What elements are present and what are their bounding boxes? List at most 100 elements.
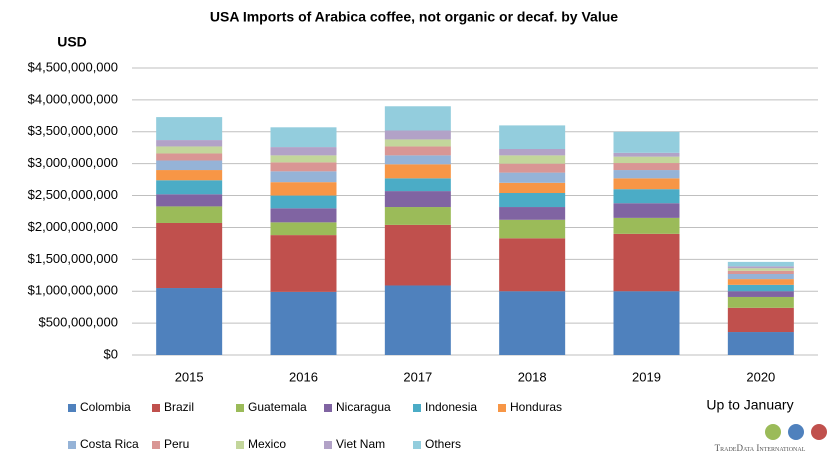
bar-segment bbox=[270, 171, 337, 183]
y-tick-label: $2,000,000,000 bbox=[28, 219, 118, 234]
x-tick-label: 2018 bbox=[518, 369, 547, 384]
legend-swatch bbox=[498, 404, 506, 412]
bar-segment bbox=[613, 163, 680, 171]
x-tick-label: 2017 bbox=[403, 369, 432, 384]
bar-segment bbox=[156, 180, 223, 195]
bar-segment bbox=[384, 139, 451, 147]
bar-segment bbox=[727, 332, 794, 355]
bar-segment bbox=[499, 155, 566, 164]
legend-label: Nicaragua bbox=[336, 400, 391, 414]
legend-label: Others bbox=[425, 437, 461, 451]
bar-segment bbox=[156, 206, 223, 223]
bar-segment bbox=[270, 235, 337, 292]
y-tick-label: $2,500,000,000 bbox=[28, 187, 118, 202]
y-tick-label: $4,500,000,000 bbox=[28, 59, 118, 74]
legend-label: Viet Nam bbox=[336, 437, 385, 451]
x-tick-label: 2020 bbox=[746, 369, 775, 384]
bar-segment bbox=[384, 191, 451, 208]
bar-segment bbox=[156, 288, 223, 355]
legend-label: Guatemala bbox=[248, 400, 307, 414]
bar-segment bbox=[156, 140, 223, 147]
bar-segment bbox=[499, 172, 566, 183]
bar-segment bbox=[384, 106, 451, 131]
bar-segment bbox=[384, 285, 451, 355]
legend-label: Indonesia bbox=[425, 400, 477, 414]
y-tick-label: $0 bbox=[104, 346, 118, 361]
bar-segment bbox=[384, 130, 451, 140]
bar-segment bbox=[613, 217, 680, 234]
bar-segment bbox=[384, 207, 451, 225]
bar-segment bbox=[270, 195, 337, 209]
legend-label: Mexico bbox=[248, 437, 286, 451]
legend-swatch bbox=[68, 441, 76, 449]
bar-segment bbox=[499, 238, 566, 292]
bar-segment bbox=[613, 203, 680, 218]
legend-label: Honduras bbox=[510, 400, 562, 414]
bar-segment bbox=[156, 160, 223, 171]
bar-segment bbox=[270, 208, 337, 223]
logo: TradeData International bbox=[715, 424, 827, 453]
y-tick-label: $1,500,000,000 bbox=[28, 251, 118, 266]
legend-swatch bbox=[413, 404, 421, 412]
bar-segment bbox=[727, 291, 794, 297]
bar-segment bbox=[156, 170, 223, 181]
bar-segment bbox=[613, 291, 680, 355]
legend-swatch bbox=[324, 404, 332, 412]
legend-label: Brazil bbox=[164, 400, 194, 414]
bar-segment bbox=[156, 222, 223, 289]
annotation: Up to January bbox=[706, 397, 793, 413]
legend-swatch bbox=[324, 441, 332, 449]
logo-globe bbox=[811, 424, 827, 440]
legend-label: Costa Rica bbox=[80, 437, 139, 451]
legend-swatch bbox=[236, 441, 244, 449]
bar-segment bbox=[270, 127, 337, 148]
x-tick-label: 2019 bbox=[632, 369, 661, 384]
bar-segment bbox=[727, 261, 794, 267]
bar-segment bbox=[613, 131, 680, 153]
bar-segment bbox=[613, 152, 680, 157]
bar-segment bbox=[613, 189, 680, 204]
legend-swatch bbox=[152, 441, 160, 449]
legend-swatch bbox=[413, 441, 421, 449]
bar-segment bbox=[727, 279, 794, 285]
y-tick-label: $500,000,000 bbox=[38, 315, 118, 330]
x-tick-label: 2016 bbox=[289, 369, 318, 384]
bar-segment bbox=[727, 268, 794, 271]
x-tick-label: 2015 bbox=[175, 369, 204, 384]
bar-segment bbox=[156, 146, 223, 154]
legend-swatch bbox=[68, 404, 76, 412]
bar-segment bbox=[727, 284, 794, 292]
bar-segment bbox=[156, 194, 223, 207]
bar-segment bbox=[156, 117, 223, 141]
bar-segment bbox=[499, 148, 566, 156]
bar-segment bbox=[499, 125, 566, 149]
y-axis-label: USD bbox=[57, 34, 87, 50]
bar-segment bbox=[727, 266, 794, 269]
bar-segment bbox=[499, 291, 566, 355]
y-tick-label: $4,000,000,000 bbox=[28, 91, 118, 106]
bar-segment bbox=[384, 164, 451, 179]
bar-segment bbox=[727, 274, 794, 280]
bar-segment bbox=[613, 170, 680, 179]
bar-segment bbox=[270, 147, 337, 156]
bar-segment bbox=[499, 193, 566, 208]
bar-segment bbox=[613, 178, 680, 190]
y-tick-label: $3,500,000,000 bbox=[28, 123, 118, 138]
bar-segment bbox=[727, 296, 794, 308]
logo-globe bbox=[765, 424, 781, 440]
legend-label: Colombia bbox=[80, 400, 131, 414]
bar-segment bbox=[499, 163, 566, 173]
legend-label: Peru bbox=[164, 437, 189, 451]
bar-segment bbox=[270, 182, 337, 196]
bar-segment bbox=[384, 155, 451, 165]
bar-segment bbox=[613, 233, 680, 292]
logo-text: TradeData International bbox=[715, 443, 806, 453]
bar-segment bbox=[727, 270, 794, 275]
bar-segment bbox=[499, 207, 566, 220]
y-tick-label: $3,000,000,000 bbox=[28, 155, 118, 170]
bar-segment bbox=[270, 222, 337, 236]
bar-segment bbox=[499, 182, 566, 194]
bar-segment bbox=[499, 219, 566, 239]
bar-segment bbox=[270, 291, 337, 355]
